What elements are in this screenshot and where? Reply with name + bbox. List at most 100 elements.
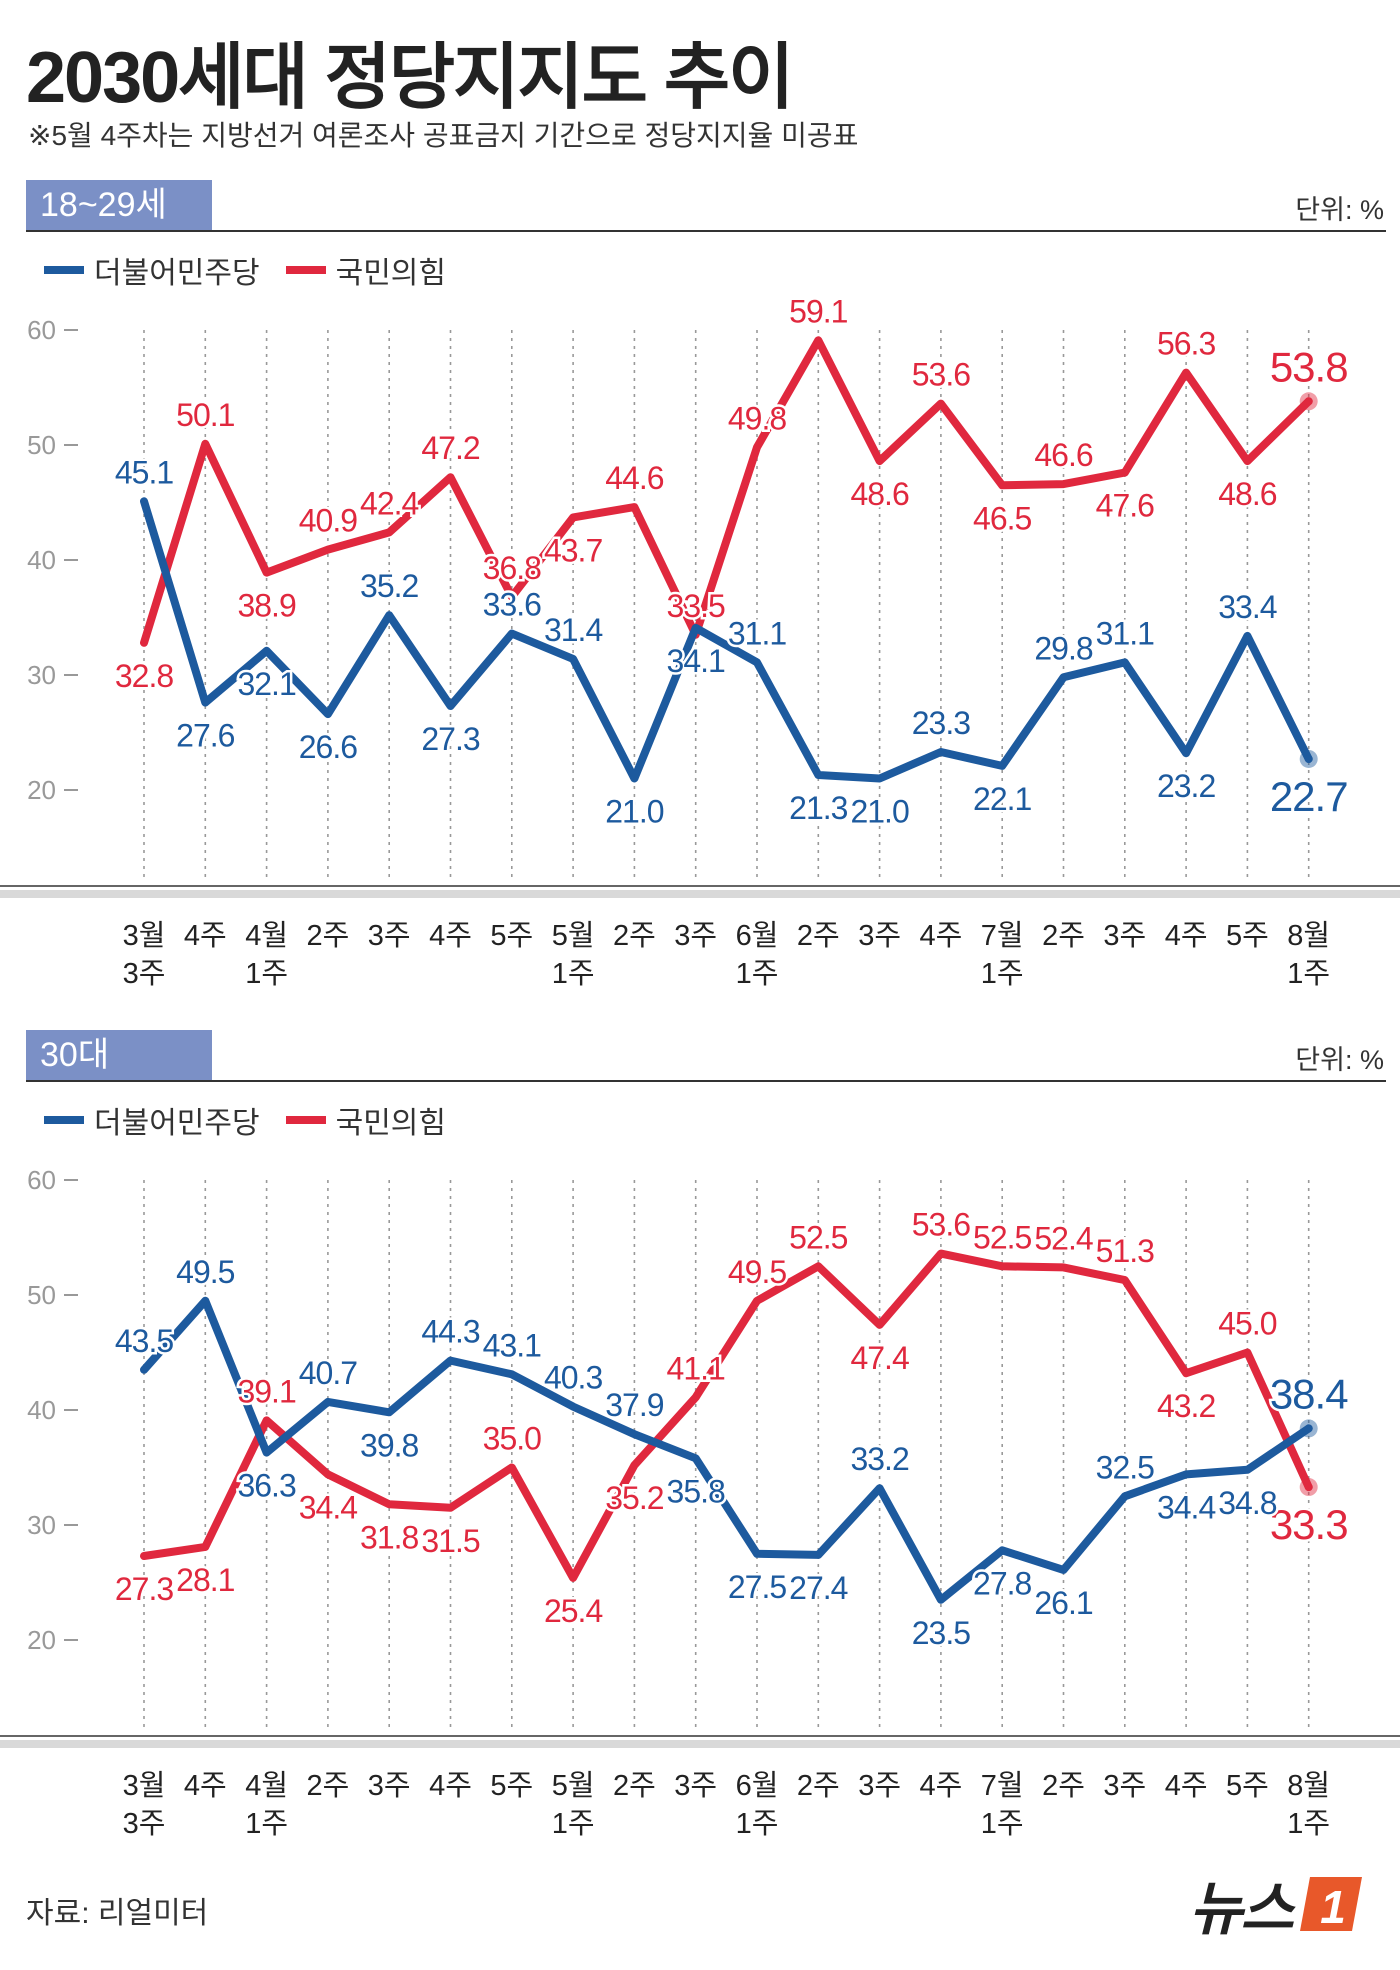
data-label-dem: 33.6	[483, 587, 541, 623]
x-tick-label: 7월	[981, 1769, 1024, 1802]
data-label-ppp: 42.4	[360, 485, 418, 521]
x-tick-label: 4주	[184, 1770, 227, 1802]
data-label-ppp: 51.3	[1096, 1233, 1154, 1269]
legend: 더불어민주당 국민의힘	[44, 1098, 472, 1142]
data-label-dem: 27.5	[728, 1569, 786, 1605]
data-label-ppp: 27.3	[115, 1571, 173, 1607]
data-label-ppp: 48.6	[1218, 476, 1276, 512]
data-label-dem: 43.1	[483, 1327, 541, 1363]
data-label-dem: 27.6	[176, 718, 234, 754]
data-label-dem: 36.3	[237, 1468, 295, 1504]
x-tick-label: 8월	[1287, 1769, 1330, 1802]
data-label-ppp: 47.6	[1096, 488, 1154, 524]
data-label-dem: 32.5	[1096, 1449, 1154, 1485]
data-label-dem: 34.8	[1218, 1485, 1276, 1521]
x-tick-label: 1주	[245, 1808, 288, 1840]
data-label-dem: 31.1	[728, 615, 786, 651]
data-label-ppp: 39.1	[237, 1373, 295, 1409]
x-tick-label: 1주	[245, 958, 288, 990]
x-tick-label: 1주	[552, 958, 595, 990]
x-tick-label: 5월	[552, 919, 595, 952]
unit-label: 단위: %	[1295, 1045, 1384, 1075]
x-tick-label: 2주	[797, 1770, 840, 1802]
data-label-dem: 39.8	[360, 1427, 418, 1463]
x-tick-label: 1주	[736, 958, 779, 990]
data-label-dem: 22.1	[973, 781, 1031, 817]
data-label-ppp: 52.5	[973, 1219, 1031, 1255]
data-label-ppp: 33.5	[667, 588, 725, 624]
data-label-ppp: 47.4	[850, 1340, 908, 1376]
data-label-dem: 34.1	[667, 643, 725, 679]
x-tick-label: 2주	[1042, 1770, 1085, 1802]
x-tick-label: 5주	[1226, 1770, 1269, 1802]
unit-label: 단위: %	[1295, 195, 1384, 225]
series-line-dem	[140, 497, 1313, 783]
line-chart-18-29: 20 30 40 50 60 3월 3주 4주 4월 1주 2주 3주 4주 5주 5월 1주 2주 3주 6월 1주…	[0, 291, 1400, 990]
x-tick-label: 4주	[184, 920, 227, 952]
x-tick-label: 3월	[123, 919, 166, 952]
y-tick-label: 30	[27, 660, 56, 690]
x-tick-label: 3주	[123, 958, 166, 990]
data-label-ppp: 35.2	[605, 1480, 663, 1516]
page-subtitle: ※5월 4주차는 지방선거 여론조사 공표금지 기간으로 정당지지율 미공표	[28, 120, 859, 151]
data-label-ppp: 35.0	[483, 1421, 541, 1457]
x-tick-label: 1주	[736, 1808, 779, 1840]
x-tick-label: 1주	[981, 1808, 1024, 1840]
data-label-dem: 26.6	[299, 729, 357, 765]
data-label-dem: 23.2	[1157, 768, 1215, 804]
data-label-ppp: 25.4	[544, 1593, 602, 1629]
y-tick-label: 50	[27, 1280, 56, 1310]
end-marker-dot-ppp	[1304, 1483, 1313, 1492]
x-tick-label: 6월	[736, 919, 779, 952]
x-tick-label: 1주	[981, 958, 1024, 990]
legend-label-ppp: 국민의힘	[335, 257, 447, 290]
legend-swatch-dem	[44, 1116, 84, 1124]
data-label-dem: 27.4	[789, 1570, 847, 1606]
data-label-ppp: 41.1	[667, 1350, 725, 1386]
x-tick-label: 4주	[429, 920, 472, 952]
data-label-dem: 21.0	[605, 794, 663, 830]
x-tick-label: 3월	[123, 1769, 166, 1802]
data-label-ppp: 53.8	[1270, 343, 1348, 390]
panel-label: 18~29세	[26, 180, 212, 230]
series-line-ppp	[140, 336, 1313, 647]
data-label-ppp: 36.8	[483, 550, 541, 586]
x-tick-label: 2주	[797, 920, 840, 952]
source-note: 자료: 리얼미터	[26, 1897, 209, 1930]
panel-label: 30대	[26, 1030, 212, 1080]
data-label-ppp: 43.7	[544, 532, 602, 568]
logo-text: 뉴스	[1189, 1877, 1294, 1942]
x-tick-label: 4월	[245, 1769, 288, 1802]
data-label-dem: 23.3	[912, 705, 970, 741]
x-tick-label: 5월	[552, 1769, 595, 1802]
x-tick-label: 3주	[858, 1770, 901, 1802]
end-marker-dot-dem	[1304, 1424, 1313, 1433]
y-tick-label: 30	[27, 1510, 56, 1540]
data-label-dem: 38.4	[1270, 1370, 1348, 1417]
data-label-dem: 33.2	[850, 1441, 908, 1477]
legend-label-dem: 더불어민주당	[94, 1107, 260, 1140]
data-label-dem: 27.8	[973, 1565, 1031, 1601]
x-tick-label: 4주	[919, 1770, 962, 1802]
x-tick-label: 5주	[490, 920, 533, 952]
x-tick-label: 2주	[306, 1770, 349, 1802]
data-label-dem: 34.4	[1157, 1489, 1215, 1525]
line-chart-30s: 20 30 40 50 60 3월 3주 4주 4월 1주 2주 3주 4주 5주 5월 1주 2주 3주 6월 1주…	[0, 1165, 1400, 1840]
data-label-dem: 22.7	[1270, 773, 1348, 820]
data-label-ppp: 31.8	[360, 1519, 418, 1555]
data-label-ppp: 56.3	[1157, 326, 1215, 362]
x-tick-label: 8월	[1287, 919, 1330, 952]
x-tick-label: 5주	[490, 1770, 533, 1802]
data-label-dem: 23.5	[912, 1615, 970, 1651]
news1-logo: 뉴스 1	[1189, 1862, 1366, 1946]
data-label-ppp: 40.9	[299, 503, 357, 539]
data-label-ppp: 53.6	[912, 357, 970, 393]
legend-item-dem: 더불어민주당	[44, 248, 260, 292]
x-tick-label: 4주	[429, 1770, 472, 1802]
legend-label-dem: 더불어민주당	[94, 257, 260, 290]
legend-label-ppp: 국민의힘	[335, 1107, 447, 1140]
series-line-dem	[140, 1296, 1313, 1604]
page-title: 2030세대 정당지지도 추이	[26, 38, 794, 118]
data-label-ppp: 49.5	[728, 1254, 786, 1290]
data-label-ppp: 52.5	[789, 1219, 847, 1255]
